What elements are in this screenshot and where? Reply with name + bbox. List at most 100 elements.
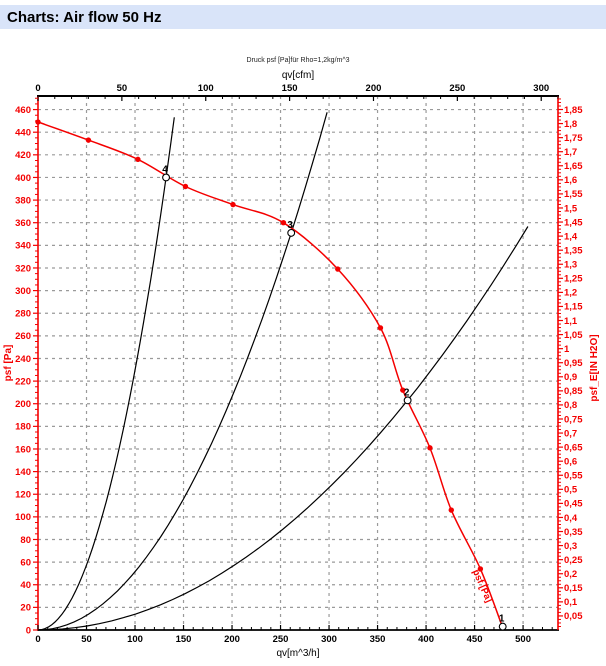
right-axis-tick-label: 0,95 [564, 358, 583, 369]
right-axis-tick-label: 1,45 [564, 217, 583, 228]
bottom-axis: 0 50 100 150 200 250 300 350 400 450 500 [35, 625, 553, 645]
bottom-axis-tick-label: 500 [515, 634, 531, 645]
left-axis-tick-label: 160 [15, 444, 31, 455]
left-axis-tick-label: 280 [15, 309, 31, 320]
right-axis-tick-label: 0,8 [564, 400, 577, 411]
right-axis-tick-label: 0,9 [564, 372, 577, 383]
right-axis-tick-label: 0,65 [564, 442, 583, 453]
fan-curve-inline-label: psf [Pa] [470, 568, 494, 604]
right-axis-tick-label: 1,65 [564, 161, 583, 172]
right-axis-tick-label: 0,55 [564, 471, 583, 482]
chart-subtitle: Druck psf [Pa]für Rho=1,2kg/m^3 [246, 57, 349, 64]
left-axis-tick-label: 200 [15, 399, 31, 410]
grid-lines [38, 96, 558, 630]
right-axis-tick-label: 0,1 [564, 597, 578, 608]
top-axis: 0 50 100 150 200 250 300 [35, 83, 559, 101]
fan-curve-point [448, 507, 454, 513]
left-axis-tick-label: 320 [15, 263, 31, 274]
operating-point-marker-3 [287, 228, 296, 237]
system-curve-4 [37, 117, 175, 631]
left-axis-tick-label: 360 [15, 218, 31, 229]
left-axis-tick-label: 20 [20, 603, 31, 614]
right-axis-tick-label: 1,1 [564, 316, 578, 327]
right-axis-tick-label: 0,35 [564, 527, 583, 538]
left-axis-tick-label: 420 [15, 150, 31, 161]
right-axis-tick-label: 1,75 [564, 133, 583, 144]
bottom-axis-tick-label: 450 [467, 634, 483, 645]
right-axis-title: psf_E[IN H2O] [589, 334, 600, 401]
right-axis-tick-label: 1,7 [564, 147, 577, 158]
top-axis-tick-label: 200 [366, 83, 382, 94]
bottom-axis-tick-label: 300 [321, 634, 337, 645]
fan-curve-point [400, 387, 406, 393]
fan-curve-point [135, 156, 141, 163]
left-axis-tick-label: 120 [15, 490, 31, 501]
right-axis-tick-label: 0,2 [564, 569, 577, 580]
top-axis-tick-label: 0 [35, 83, 40, 94]
right-axis-tick-label: 1,15 [564, 302, 583, 313]
right-axis-tick-label: 0,4 [564, 513, 578, 524]
right-axis-tick-label: 1,4 [564, 231, 578, 242]
right-axis-tick-label: 1,05 [564, 330, 583, 341]
right-axis-tick-label: 0,7 [564, 428, 577, 439]
operating-point-marker-4 [162, 173, 171, 182]
left-axis-tick-label: 60 [20, 557, 31, 568]
fan-curve-point [377, 325, 384, 331]
right-axis-tick-label: 1,55 [564, 189, 583, 200]
left-axis-tick-label: 440 [15, 128, 31, 139]
axis-titles: Druck psf [Pa]für Rho=1,2kg/m^3 qv[cfm] qv… [3, 57, 600, 659]
operating-points: 4 3 2 1 [162, 164, 507, 631]
right-axis-tick-label: 0,75 [564, 414, 583, 425]
top-axis-tick-label: 50 [117, 83, 128, 94]
right-axis-tick-label: 0,3 [564, 541, 577, 552]
fan-curve-point [182, 183, 189, 190]
right-axis-tick-label: 0,6 [564, 456, 577, 467]
system-curves [37, 112, 529, 631]
bottom-axis-tick-label: 50 [81, 634, 92, 645]
bottom-axis-tick-label: 350 [370, 634, 386, 645]
right-axis-tick-label: 1,6 [564, 175, 577, 186]
left-axis-tick-label: 260 [15, 331, 31, 342]
right-axis-tick-label: 1,3 [564, 260, 577, 271]
right-axis-tick-label: 1,25 [564, 274, 583, 285]
left-axis-tick-label: 180 [15, 422, 31, 433]
left-axis-tick-label: 300 [15, 286, 31, 297]
top-axis-tick-label: 300 [533, 83, 549, 94]
bottom-axis-tick-label: 400 [418, 634, 434, 645]
system-curve-2 [37, 226, 529, 631]
operating-point-label-3: 3 [287, 220, 293, 231]
left-axis-tick-label: 220 [15, 376, 31, 387]
left-axis-tick-label: 100 [15, 512, 31, 523]
operating-point-label-1: 1 [499, 614, 505, 625]
left-axis: 0 20 40 60 80 100 120 140 160 180 200 220 240 260 280 3… [15, 97, 38, 636]
left-axis-title: psf [Pa] [3, 345, 14, 382]
fan-curve: psf [Pa] [35, 119, 504, 628]
top-axis-tick-label: 150 [282, 83, 298, 94]
bottom-axis-tick-label: 200 [224, 634, 240, 645]
fan-curve-point [280, 220, 287, 226]
bottom-axis-tick-label: 100 [127, 634, 143, 645]
left-axis-tick-label: 380 [15, 195, 31, 206]
right-axis: 0,05 0,1 0,15 0,2 0,25 0,3 0,35 0,4 0,45 0,5 0,55 0… [558, 98, 583, 627]
left-axis-tick-label: 340 [15, 241, 31, 252]
right-axis-tick-label: 1,5 [564, 203, 578, 214]
bottom-axis-tick-label: 150 [176, 634, 192, 645]
right-axis-tick-label: 1,85 [564, 105, 583, 116]
operating-point-marker-2 [403, 396, 412, 405]
fan-curve-point [427, 445, 433, 451]
operating-point-label-2: 2 [404, 387, 410, 398]
operating-point-label-4: 4 [162, 164, 168, 175]
system-curve-3 [37, 112, 328, 631]
bottom-axis-tick-label: 250 [273, 634, 289, 645]
right-axis-tick-label: 0,25 [564, 555, 583, 566]
bottom-axis-title: qv[m^3/h] [276, 648, 319, 659]
left-axis-tick-label: 240 [15, 354, 31, 365]
operating-point-marker-1 [498, 622, 507, 631]
right-axis-tick-label: 1,35 [564, 245, 583, 256]
right-axis-tick-label: 1 [564, 344, 570, 355]
left-axis-tick-label: 400 [15, 173, 31, 184]
right-axis-tick-label: 0,5 [564, 485, 578, 496]
right-axis-tick-label: 0,45 [564, 499, 583, 510]
